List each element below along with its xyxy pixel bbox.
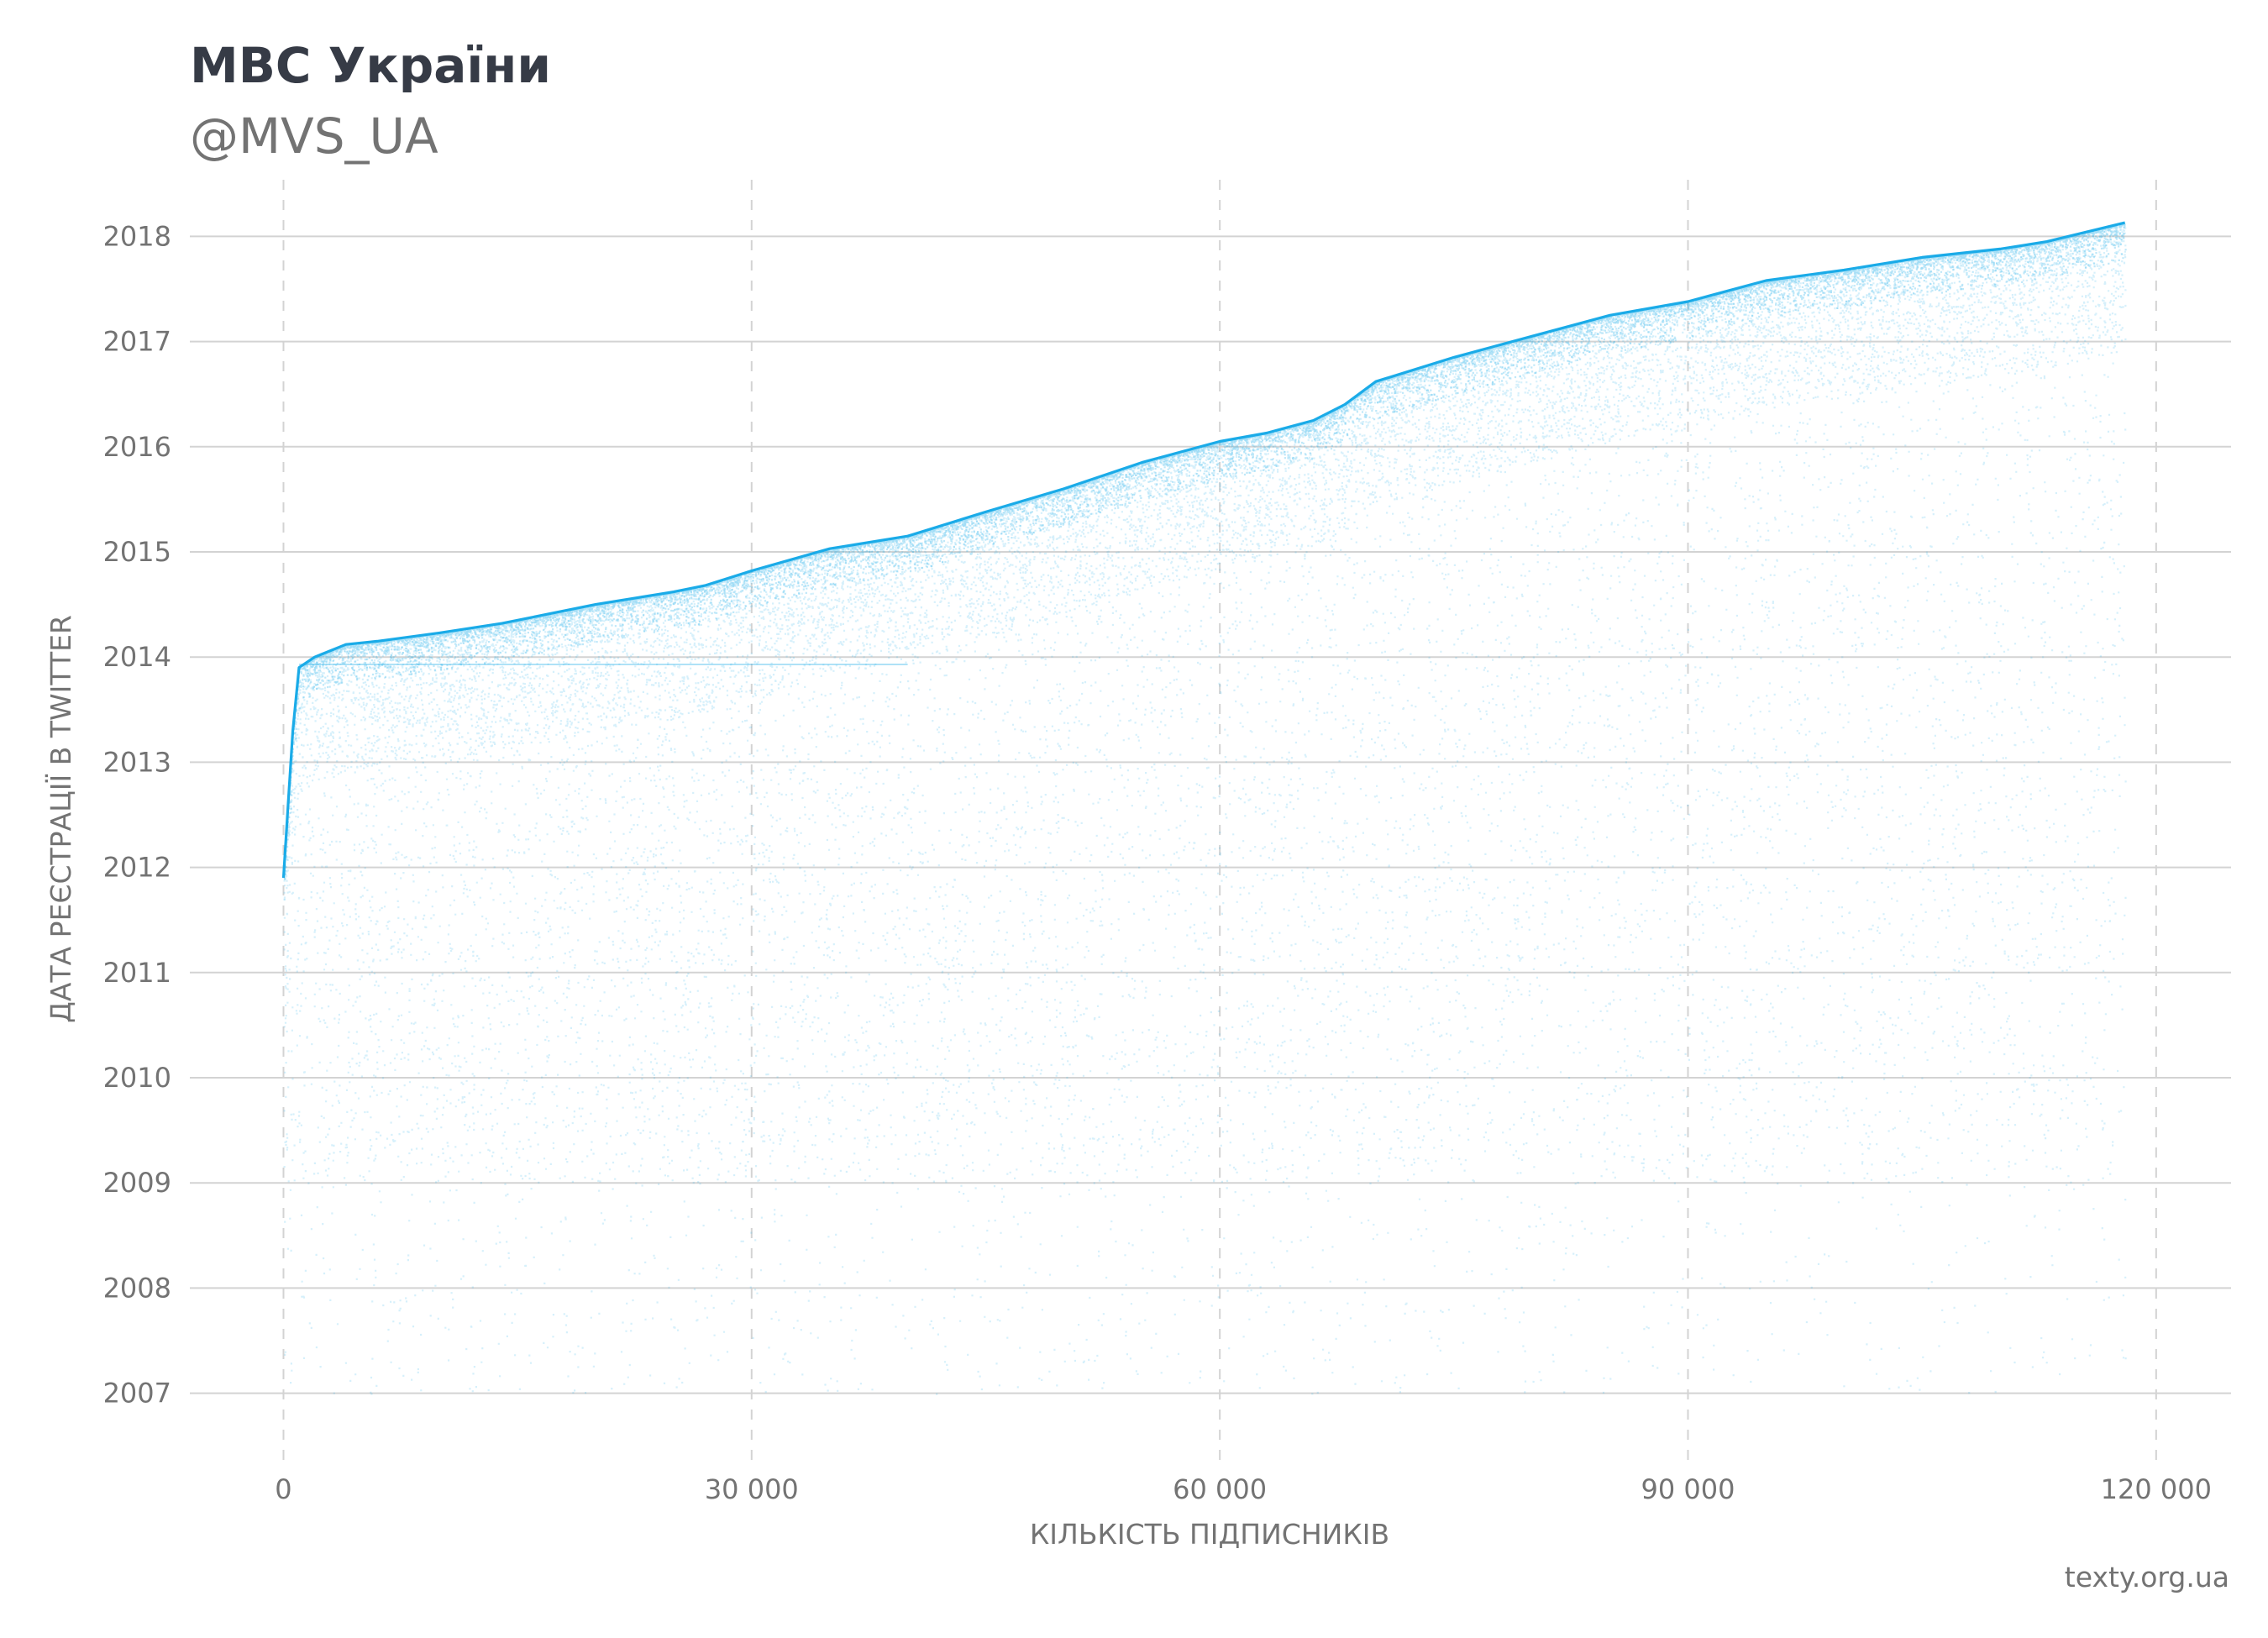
frontier-band-points [283,223,2127,900]
y-tick-2009: 2009 [103,1167,171,1199]
x-axis-label: КІЛЬКІСТЬ ПІДПИСНИКІВ [1030,1518,1389,1551]
y-tick-2017: 2017 [103,326,171,358]
y-tick-2007: 2007 [103,1378,171,1410]
y-tick-2010: 2010 [103,1062,171,1094]
x-gridlines [282,180,2157,1462]
frontier-layer [281,221,2126,879]
scatter-points [283,223,2127,1395]
chart-subtitle: @MVS_UA [190,108,438,165]
y-tick-2018: 2018 [103,220,171,252]
y-axis-label: ДАТА РЕЄСТРАЦІЇ В TWITTER [45,615,77,1023]
chart-title: МВС України [190,37,552,94]
y-tick-2013: 2013 [103,746,171,778]
y-axis-ticks: 2007 2008 2009 2010 2011 2012 2013 2014 2015 2016… [103,220,171,1409]
y-tick-2012: 2012 [103,852,171,884]
y-tick-2014: 2014 [103,641,171,673]
y-tick-2015: 2015 [103,536,171,568]
frontier-line [281,221,2126,879]
source-credit: texty.org.ua [2064,1561,2229,1593]
x-axis-ticks: 0 30 000 60 000 90 000 120 000 [275,1473,2212,1505]
x-tick-1: 30 000 [705,1473,799,1505]
y-gridlines [190,235,2231,1394]
y-tick-2016: 2016 [103,431,171,463]
y-tick-2008: 2008 [103,1272,171,1304]
x-tick-2: 60 000 [1173,1473,1267,1505]
follower-points [283,223,2127,1395]
y-tick-2011: 2011 [103,957,171,989]
x-tick-4: 120 000 [2101,1473,2212,1505]
x-tick-3: 90 000 [1641,1473,1735,1505]
x-tick-0: 0 [275,1473,291,1505]
